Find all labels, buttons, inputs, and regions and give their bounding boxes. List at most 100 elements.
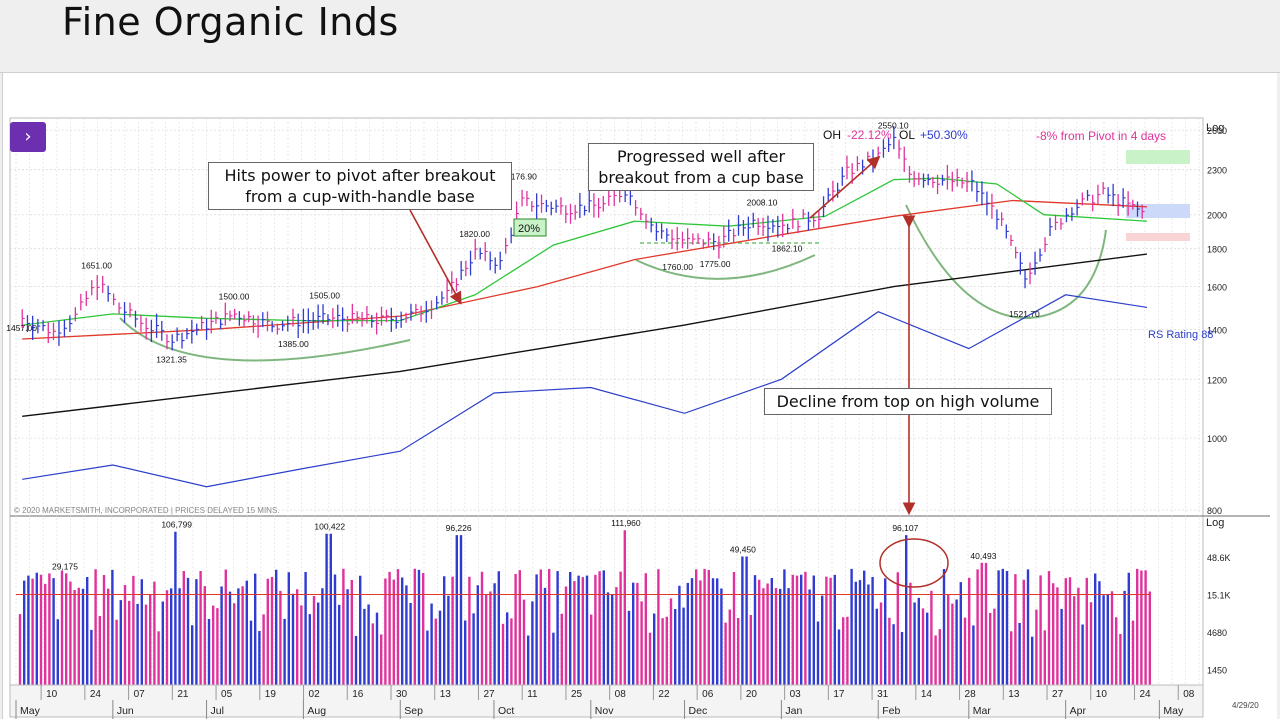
zone-red — [1126, 233, 1190, 241]
annotation-cup-handle: Hits power to pivot after breakout from … — [208, 162, 512, 210]
day-label: 13 — [440, 689, 452, 700]
day-label: 28 — [965, 689, 977, 700]
day-label: 07 — [134, 689, 146, 700]
day-label: 21 — [177, 689, 189, 700]
day-label: 13 — [1008, 689, 1020, 700]
decline-curve — [905, 204, 1107, 320]
month-label: Jul — [211, 705, 224, 717]
rs-rating-label: RS Rating 88 — [1148, 329, 1213, 341]
volume-axis-title: Log — [1206, 517, 1224, 529]
price-tick-label: 1200 — [1207, 375, 1227, 385]
day-label: 14 — [921, 689, 933, 700]
day-label: 30 — [396, 689, 408, 700]
day-label: 11 — [527, 689, 538, 700]
month-label: Feb — [882, 705, 900, 717]
ma200-path — [22, 199, 1147, 340]
ol-label: OL — [899, 128, 915, 142]
price-tick-label: 1400 — [1207, 326, 1227, 336]
day-label: 02 — [309, 689, 321, 700]
day-label: 20 — [746, 689, 758, 700]
day-label: 27 — [1052, 689, 1064, 700]
month-label: Jun — [117, 705, 134, 717]
volume-labels: 29,175 106,799 100,422 96,226 111,960 49,450 9… — [52, 518, 997, 571]
price-bars — [21, 126, 1145, 351]
volume-label: 29,175 — [52, 561, 78, 571]
rsline-path — [22, 294, 1147, 488]
volume-tick-label: 15.1K — [1207, 591, 1231, 601]
price-y-ticks: 2600 2300 2000 1800 1600 1400 1200 1000 800 — [1207, 126, 1227, 516]
price-tick-label: 1800 — [1207, 245, 1227, 255]
day-label: 27 — [483, 689, 495, 700]
price-tick-label: 2600 — [1207, 126, 1227, 136]
arrow-cup-handle — [409, 209, 462, 305]
day-label: 19 — [265, 689, 277, 700]
rs-line — [22, 294, 1147, 488]
volume-tick-label: 4680 — [1207, 628, 1227, 638]
day-label: 10 — [1096, 689, 1108, 700]
ma-200-line — [22, 199, 1147, 340]
month-label: May — [20, 705, 41, 717]
day-label: 22 — [658, 689, 670, 700]
month-label: Apr — [1070, 705, 1087, 717]
day-label: 25 — [571, 689, 583, 700]
x-axis: 10 24 07 21 05 19 02 16 30 13 27 11 25 08 22 06 20 03 17 31… — [9, 684, 1204, 719]
price-tick-label: 1000 — [1207, 434, 1227, 444]
price-label: 1521.70 — [1009, 309, 1040, 319]
volume-label: 96,107 — [892, 523, 918, 533]
annotation-decline: Decline from top on high volume — [764, 388, 1052, 415]
volume-y-ticks: 48.6K 15.1K 4680 1450 — [1207, 553, 1231, 676]
price-tick-label: 2000 — [1207, 211, 1227, 221]
pivot-note: -8% from Pivot in 4 days — [1036, 129, 1166, 143]
price-label: 1820.00 — [459, 229, 490, 239]
day-label: 24 — [1140, 689, 1152, 700]
ol-value: +50.30% — [920, 128, 968, 142]
cup-handle-base-curve — [119, 317, 411, 362]
day-label: 03 — [790, 689, 802, 700]
buy-zone-badge — [513, 218, 547, 237]
annotation-cup-base: Progressed well after breakout from a cu… — [588, 143, 814, 191]
day-label: 10 — [46, 689, 58, 700]
month-label: Mar — [973, 705, 992, 717]
month-label: Sep — [404, 705, 423, 717]
volume-label: 111,960 — [611, 518, 641, 528]
price-label: 2176.90 — [506, 171, 537, 181]
date-stamp: 4/29/20 — [1232, 701, 1259, 710]
price-tick-label: 800 — [1207, 506, 1222, 516]
price-label: 2550.10 — [878, 120, 909, 130]
day-label: 31 — [877, 689, 889, 700]
price-label: 1385.00 — [278, 339, 309, 349]
cup-base-curve — [635, 254, 816, 280]
day-label: 08 — [1183, 689, 1195, 700]
volume-label: 49,450 — [730, 544, 756, 554]
day-label: 08 — [615, 689, 627, 700]
oh-value: -22.12% — [847, 128, 892, 142]
buy-zone-badge-text: 20% — [518, 223, 540, 235]
zone-green — [1126, 150, 1190, 164]
x-axis-band — [9, 684, 1204, 718]
price-tick-label: 1600 — [1207, 283, 1227, 293]
month-label: Jan — [785, 705, 802, 717]
copyright-text: © 2020 MARKETSMITH, INCORPORATED | PRICE… — [14, 506, 280, 515]
price-label: 1457.00 — [6, 323, 37, 333]
month-label: Oct — [498, 705, 514, 717]
header-divider — [0, 72, 1280, 73]
expand-button[interactable]: › — [10, 122, 46, 152]
month-label: May — [1163, 705, 1184, 717]
long-ma-line — [22, 253, 1147, 417]
oh-label: OH — [823, 128, 841, 142]
volume-label: 96,226 — [446, 523, 472, 533]
day-label: 24 — [90, 689, 102, 700]
price-label: 1505.00 — [309, 290, 340, 300]
volume-tick-label: 48.6K — [1207, 553, 1231, 563]
price-label: 1321.35 — [156, 354, 187, 364]
price-label: 2008.10 — [747, 197, 778, 207]
volume-circle — [879, 538, 949, 588]
day-label: 05 — [221, 689, 233, 700]
volume-tick-label: 1450 — [1207, 666, 1227, 676]
price-label: 1775.00 — [700, 259, 731, 269]
price-label: 1760.00 — [662, 262, 693, 272]
price-axis-title: Log — [1206, 122, 1224, 134]
page-title: Fine Organic Inds — [62, 0, 399, 44]
